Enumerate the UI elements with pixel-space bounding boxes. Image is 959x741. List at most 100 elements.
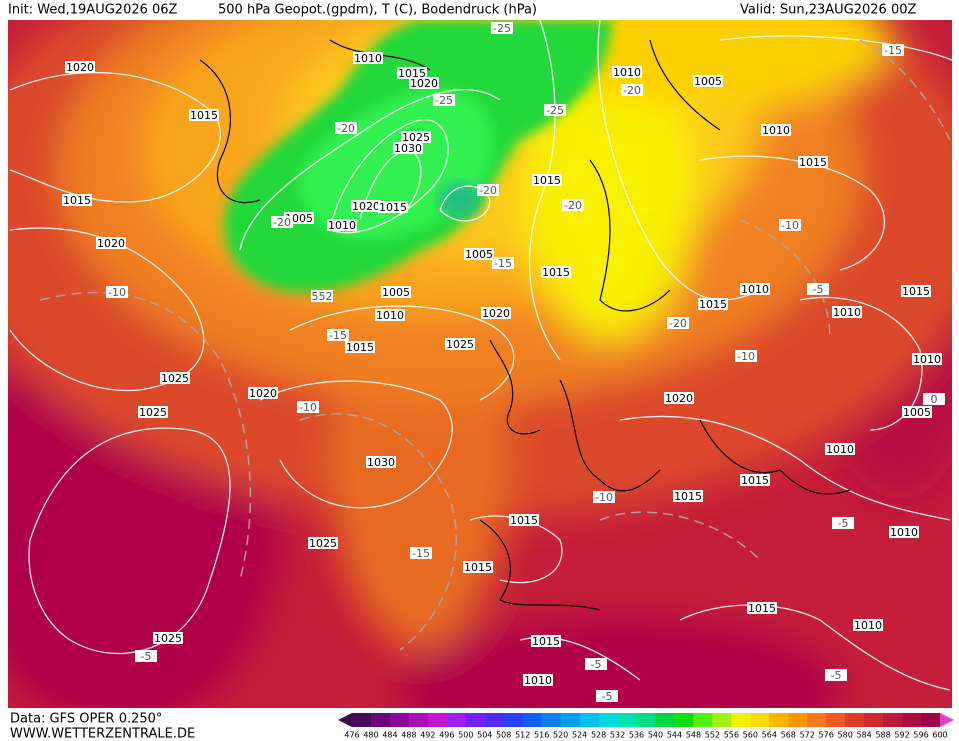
isobar-label: 1020	[249, 387, 277, 400]
isobar-label: 1010	[524, 674, 552, 687]
isobar-label-box	[463, 561, 493, 573]
scale-swatch	[655, 713, 675, 727]
temp-label: -20	[479, 184, 497, 197]
isobar-label: 1015	[510, 514, 538, 527]
isobar-label-box	[825, 443, 855, 455]
temp-label: -5	[591, 658, 602, 671]
isobar-label: 1025	[154, 632, 182, 645]
scale-label: 588	[875, 731, 890, 740]
temp-label: -20	[623, 84, 641, 97]
scale-label: 532	[610, 731, 625, 740]
temp-label-box	[667, 317, 689, 329]
isobar-label: 1025	[309, 537, 337, 550]
isobar-label-box	[393, 142, 423, 154]
scale-swatch	[674, 713, 694, 727]
scale-label: 484	[382, 731, 397, 740]
isobar-label: 1010	[762, 124, 790, 137]
temp-label-box	[433, 94, 455, 106]
isobar-label-box	[445, 338, 475, 350]
isobar-label: 1025	[139, 406, 167, 419]
temp-label-box	[491, 22, 513, 34]
scale-swatch	[465, 713, 486, 727]
scale-swatch	[883, 713, 903, 727]
isobar-label: 1025	[446, 338, 474, 351]
temp-label-box	[807, 283, 829, 295]
temp-label-box	[593, 491, 615, 503]
isobar-label-box	[740, 474, 770, 486]
scale-swatch	[579, 713, 600, 727]
isobar-label-box	[366, 456, 396, 468]
temp-label: -10	[595, 491, 613, 504]
isobar-label: 1015	[398, 67, 426, 80]
scale-swatch	[484, 713, 505, 727]
scale-label: 480	[363, 731, 378, 740]
isobar-label-box	[353, 52, 383, 64]
scale-swatch	[788, 713, 808, 727]
isobar-label-box	[912, 353, 942, 365]
isobar-label-box	[375, 309, 405, 321]
isobar-label: 1010	[913, 353, 941, 366]
temp-label: -25	[493, 22, 511, 35]
scale-label: 556	[724, 731, 739, 740]
isobar-label: 1005	[465, 248, 493, 261]
scale-swatch	[389, 713, 410, 727]
scale-label: 508	[496, 731, 511, 740]
scale-label: 504	[477, 731, 492, 740]
isobar-label: 1015	[464, 561, 492, 574]
temp-label: -15	[884, 44, 902, 57]
scale-swatch	[712, 713, 732, 727]
isobar-label: 1005	[382, 286, 410, 299]
isobar-label-box	[853, 619, 883, 631]
scale-label: 572	[800, 731, 815, 740]
temp-label-box	[311, 290, 333, 302]
temp-label: -5	[831, 669, 842, 682]
temp-label-box	[492, 257, 514, 269]
isobar-label: 1010	[890, 526, 918, 539]
scale-label: 512	[515, 731, 530, 740]
scale-arrow-left	[338, 713, 352, 727]
isobar-label: 1015	[190, 109, 218, 122]
scale-swatch	[408, 713, 429, 727]
isobar-label: 1015	[799, 156, 827, 169]
temp-label: 552	[312, 290, 333, 303]
isobar-label: 1015	[699, 298, 727, 311]
scale-swatch	[427, 713, 448, 727]
title-text: 500 hPa Geopot.(gpdm), T (C), Bodendruck…	[218, 3, 537, 18]
temp-label-box	[544, 104, 566, 116]
isobar-label-box	[378, 201, 408, 213]
isobar-label-box	[397, 67, 427, 79]
scale-label: 548	[686, 731, 701, 740]
temp-label: 0	[931, 393, 938, 406]
isobar-label-box	[664, 392, 694, 404]
isobar-label-box	[698, 298, 728, 310]
init-text: Init: Wed,19AUG2026 06Z	[8, 3, 178, 18]
isobar-label-box	[248, 387, 278, 399]
temp-label: -25	[546, 104, 564, 117]
isobar-label: 1020	[352, 200, 380, 213]
scale-swatch	[807, 713, 827, 727]
isobar-label-box	[153, 632, 183, 644]
temp-label: -10	[299, 401, 317, 414]
isobar-label-box	[523, 674, 553, 686]
scale-label: 600	[932, 731, 947, 740]
isobar-label-box	[401, 131, 431, 143]
scale-label: 500	[458, 731, 473, 740]
scale-label: 580	[838, 731, 853, 740]
temp-label: -15	[329, 329, 347, 342]
scale-swatch	[522, 713, 543, 727]
temp-label: -5	[813, 283, 824, 296]
isobar-label-box	[189, 109, 219, 121]
isobar-label: 1030	[367, 456, 395, 469]
isobar-label: 1015	[674, 490, 702, 503]
scale-label: 560	[743, 731, 758, 740]
isobar-label: 1020	[66, 61, 94, 74]
color-scale: 476 480 484 488 492 496 500 504 508 512 516 520 524 5…	[338, 713, 954, 740]
temp-label: -20	[564, 199, 582, 212]
scale-label: 552	[705, 731, 720, 740]
isobar-label: 1005	[903, 406, 931, 419]
scale-swatch	[446, 713, 467, 727]
scale-label: 576	[819, 731, 834, 740]
scale-label: 524	[572, 731, 587, 740]
